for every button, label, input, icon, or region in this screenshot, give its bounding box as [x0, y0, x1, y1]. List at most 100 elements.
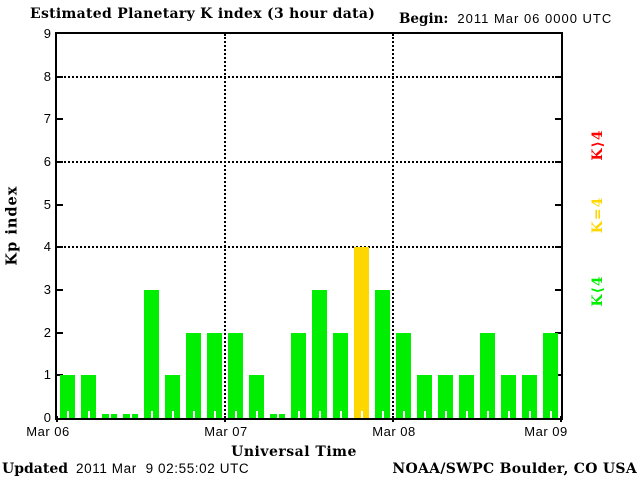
kp-bar — [270, 414, 285, 418]
bar-bottom-tick — [360, 411, 363, 418]
bar-bottom-tick — [171, 411, 174, 418]
kp-bar — [501, 375, 516, 418]
chart-title: Estimated Planetary K index (3 hour data… — [30, 6, 376, 22]
credit-text: NOAA/SWPC Boulder, CO USA — [392, 461, 637, 477]
y-tick-left-6 — [57, 161, 63, 163]
y-tick-label: 0 — [43, 410, 51, 425]
bar-bottom-tick — [486, 411, 489, 418]
y-tick-right-2 — [555, 331, 561, 334]
kp-bar — [249, 375, 264, 418]
y-tick-left-2 — [57, 331, 63, 334]
kp-bar — [186, 333, 201, 418]
y-tick-left-5 — [57, 203, 63, 206]
updated-label: Updated — [2, 461, 69, 477]
y-tick-label: 5 — [43, 196, 51, 212]
y-tick-left-8 — [57, 75, 63, 78]
kp-bar — [417, 375, 432, 418]
y-tick-label: 1 — [43, 367, 51, 383]
x-day-tick — [224, 416, 226, 422]
bar-bottom-tick — [423, 411, 426, 418]
kp-bar — [123, 414, 138, 418]
kp-bar — [543, 333, 558, 418]
bar-bottom-tick — [339, 411, 342, 418]
bar-bottom-tick — [150, 411, 153, 418]
kp-bar — [375, 290, 390, 418]
kp-bar — [165, 375, 180, 418]
kp-bar — [480, 333, 495, 418]
kp-bar — [228, 333, 243, 418]
bar-bottom-tick — [66, 411, 69, 418]
begin-value: 2011 Mar 06 0000 UTC — [457, 11, 613, 26]
kp-bar — [102, 414, 117, 418]
bar-bottom-tick — [465, 411, 468, 418]
x-tick-label: Mar 07 — [204, 424, 248, 439]
bar-bottom-tick — [528, 411, 531, 418]
y-tick-right-8 — [555, 75, 561, 78]
day-boundary-line — [224, 34, 226, 418]
bar-bottom-tick — [234, 411, 237, 418]
x-tick-label: Mar 08 — [372, 424, 416, 439]
kp-bar — [60, 375, 75, 418]
y-tick-right-4 — [555, 246, 561, 249]
bar-bottom-tick — [444, 411, 447, 418]
kp-bar — [354, 247, 369, 418]
gridline-kp6 — [57, 161, 561, 163]
y-tick-right-3 — [555, 289, 561, 291]
bar-bottom-tick — [276, 414, 279, 418]
kp-bar — [291, 333, 306, 418]
bar-bottom-tick — [297, 411, 300, 418]
begin-label: Begin: — [399, 11, 449, 27]
legend-keq4: K=4 — [590, 196, 606, 234]
y-tick-right-5 — [555, 203, 561, 206]
kp-bar — [396, 333, 411, 418]
updated-text: Updated 2011 Mar 9 02:55:02 UTC — [2, 461, 249, 477]
bar-bottom-tick — [192, 411, 195, 418]
legend-kgt4: K⟩4 — [590, 129, 606, 161]
kp-bar — [438, 375, 453, 418]
day-boundary-line — [392, 34, 394, 418]
y-tick-right-1 — [555, 374, 561, 377]
kp-bar — [207, 333, 222, 418]
bar-bottom-tick — [87, 411, 90, 418]
y-tick-label: 4 — [43, 239, 51, 255]
y-tick-left-3 — [57, 289, 63, 291]
y-tick-label: 2 — [43, 324, 51, 340]
y-tick-label: 8 — [43, 68, 51, 84]
kp-bar — [459, 375, 474, 418]
kp-bar — [81, 375, 96, 418]
y-tick-label: 3 — [43, 282, 51, 297]
begin-row: Begin: 2011 Mar 06 0000 UTC — [399, 11, 612, 27]
legend-klt4: K⟨4 — [590, 275, 606, 307]
gridline-kp4 — [57, 246, 561, 249]
plot-canvas — [57, 34, 561, 418]
plot-area — [55, 32, 563, 420]
bar-bottom-tick — [213, 411, 216, 418]
x-day-tick — [560, 416, 562, 422]
y-tick-label: 9 — [43, 26, 51, 41]
x-tick-label: Mar 06 — [26, 424, 70, 439]
kp-bar — [522, 375, 537, 418]
bar-bottom-tick — [129, 414, 132, 418]
bar-bottom-tick — [381, 411, 384, 418]
kp-bar — [312, 290, 327, 418]
y-tick-right-6 — [555, 161, 561, 163]
bar-bottom-tick — [255, 411, 258, 418]
bar-bottom-tick — [108, 414, 111, 418]
kp-bar — [333, 333, 348, 418]
bar-bottom-tick — [402, 411, 405, 418]
y-tick-right-7 — [555, 118, 561, 121]
y-tick-label: 7 — [43, 111, 51, 127]
y-tick-label: 6 — [43, 154, 51, 169]
gridline-kp8 — [57, 75, 561, 78]
x-day-tick — [392, 416, 394, 422]
x-axis-title: Universal Time — [231, 444, 357, 460]
bar-bottom-tick — [318, 411, 321, 418]
x-day-tick — [56, 416, 58, 422]
kp-bar — [144, 290, 159, 418]
updated-value: 2011 Mar 9 02:55:02 UTC — [76, 461, 250, 476]
bar-bottom-tick — [549, 411, 552, 418]
y-tick-left-4 — [57, 246, 63, 249]
y-tick-left-7 — [57, 118, 63, 121]
x-tick-label: Mar 09 — [524, 424, 568, 439]
